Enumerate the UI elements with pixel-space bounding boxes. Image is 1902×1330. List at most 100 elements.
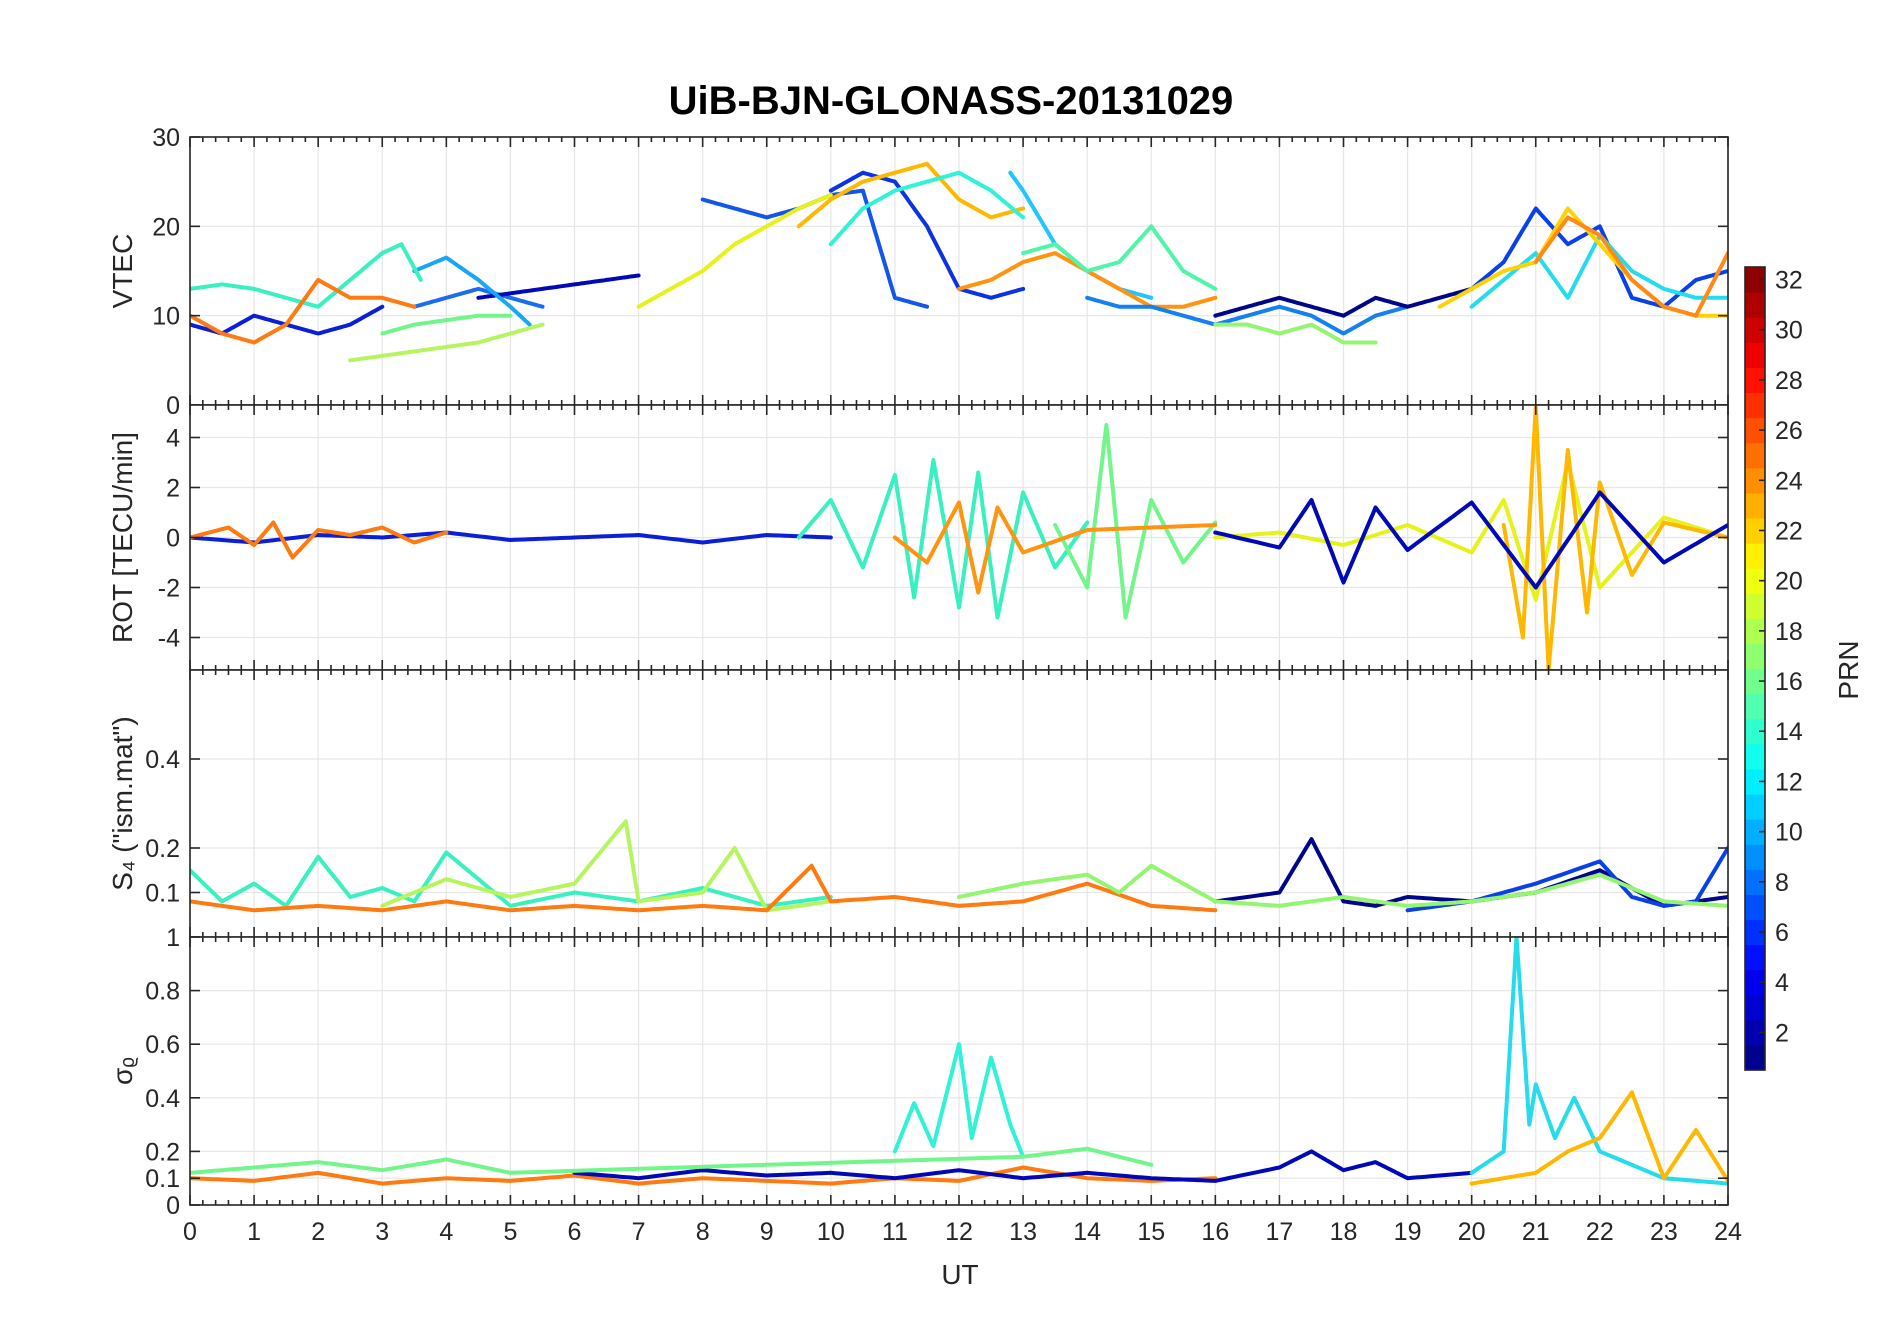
- colorbar-tick-label: 18: [1775, 618, 1803, 646]
- colorbar-segment: [1745, 417, 1765, 444]
- y-axis-label: σᵨ: [107, 1057, 138, 1085]
- colorbar-segment: [1745, 1019, 1765, 1046]
- x-tick-label: 7: [632, 1218, 646, 1246]
- x-tick-label: 23: [1650, 1218, 1678, 1246]
- colorbar-tick-label: 2: [1775, 1019, 1789, 1047]
- colorbar-segment: [1745, 643, 1765, 670]
- x-tick-label: 21: [1522, 1218, 1550, 1246]
- series-prn-13: [892, 1042, 1026, 1159]
- colorbar-segment: [1745, 1044, 1765, 1071]
- series-group: [190, 405, 1728, 670]
- colorbar-tick-label: 24: [1775, 467, 1803, 495]
- colorbar-tick-label: 22: [1775, 517, 1803, 545]
- colorbar-segment: [1745, 392, 1765, 419]
- colorbar-segment: [1745, 668, 1765, 695]
- series-prn-20: [1213, 460, 1728, 602]
- colorbar-segment: [1745, 342, 1765, 368]
- x-axis-label: UT: [941, 1259, 978, 1290]
- x-tick-label: 8: [696, 1218, 710, 1246]
- colorbar-frame: [1744, 266, 1766, 1071]
- colorbar-segment: [1745, 568, 1765, 594]
- colorbar-segment: [1745, 267, 1765, 293]
- y-tick-label: 0.6: [145, 1031, 180, 1059]
- series-prn-2: [476, 273, 641, 300]
- series-prn-20: [636, 193, 833, 309]
- series-prn-24: [190, 863, 1218, 913]
- y-tick-label: 0.1: [145, 880, 180, 908]
- x-tick-label: 5: [503, 1218, 517, 1246]
- colorbar-segment: [1745, 517, 1765, 544]
- x-tick-label: 19: [1394, 1218, 1422, 1246]
- x-tick-label: 20: [1458, 1218, 1486, 1246]
- colorbar-segment: [1745, 442, 1765, 469]
- series-prn-14: [796, 458, 1090, 620]
- x-tick-label: 10: [817, 1218, 845, 1246]
- series-prn-13: [828, 170, 1026, 247]
- x-tick-label: 15: [1137, 1218, 1165, 1246]
- series-prn-24: [190, 520, 449, 560]
- y-tick-label: 0.2: [145, 1138, 180, 1166]
- x-tick-label: 9: [760, 1218, 774, 1246]
- y-tick-label: 2: [166, 475, 180, 503]
- colorbar-tick-label: 10: [1775, 819, 1803, 847]
- x-tick-label: 16: [1201, 1218, 1229, 1246]
- series-prn-2: [1213, 490, 1728, 590]
- colorbar-segment: [1745, 367, 1765, 394]
- colorbar-segment: [1745, 593, 1765, 619]
- colorbar-segment: [1745, 492, 1765, 519]
- series-group: [190, 937, 1728, 1186]
- series-prn-7: [412, 286, 545, 309]
- x-tick-label: 22: [1586, 1218, 1614, 1246]
- series-prn-18: [380, 819, 833, 913]
- series-prn-23: [892, 500, 1218, 595]
- colorbar-segment: [1745, 944, 1765, 971]
- colorbar-segment: [1745, 543, 1765, 569]
- y-tick-label: -2: [158, 575, 180, 603]
- colorbar-segment: [1745, 969, 1765, 996]
- colorbar-segment: [1745, 718, 1765, 745]
- colorbar-segment: [1745, 317, 1765, 343]
- y-tick-label: 0: [166, 1192, 180, 1220]
- y-tick-label: 30: [152, 124, 180, 152]
- series-prn-16: [1053, 423, 1218, 620]
- colorbar-segment: [1745, 919, 1765, 946]
- series-prn-24: [190, 1165, 1218, 1186]
- x-tick-label: 6: [568, 1218, 582, 1246]
- y-tick-label: 0: [166, 525, 180, 553]
- colorbar-segment: [1745, 894, 1765, 921]
- series-prn-17: [957, 863, 1728, 908]
- series-prn-23: [1533, 215, 1728, 318]
- series-prn-14: [190, 850, 833, 908]
- colorbar-tick-label: 16: [1775, 668, 1803, 696]
- x-tick-label: 0: [183, 1218, 197, 1246]
- x-tick-label: 24: [1714, 1218, 1742, 1246]
- colorbar-segment: [1745, 467, 1765, 494]
- series-group: [190, 161, 1728, 363]
- y-axis-label: S₄ ("ism.mat"): [107, 716, 138, 890]
- colorbar-label: PRN: [1833, 640, 1864, 699]
- series-prn-22: [1501, 405, 1728, 670]
- series-prn-14: [190, 242, 423, 309]
- series-prn-2: [572, 1149, 1474, 1183]
- colorbar-tick-label: 32: [1775, 267, 1803, 295]
- x-tick-label: 1: [247, 1218, 261, 1246]
- colorbar-segment: [1745, 994, 1765, 1021]
- series-prn-22: [1469, 1090, 1728, 1186]
- series-prn-17: [1213, 322, 1378, 345]
- colorbar-segment: [1745, 869, 1765, 895]
- series-prn-12: [1469, 937, 1728, 1186]
- series-prn-16: [190, 1146, 1154, 1175]
- y-tick-label: 1: [166, 924, 180, 952]
- series-prn-16: [380, 313, 513, 336]
- panel-1: 0 10 20 30 VTEC: [107, 124, 1729, 420]
- series-prn-18: [348, 322, 545, 363]
- series-prn-24: [190, 277, 417, 345]
- colorbar-tick-label: 4: [1775, 969, 1789, 997]
- colorbar-segment: [1745, 793, 1765, 820]
- colorbar-segment: [1745, 768, 1765, 795]
- x-tick-label: 17: [1266, 1218, 1294, 1246]
- x-tick-label: 11: [882, 1218, 908, 1246]
